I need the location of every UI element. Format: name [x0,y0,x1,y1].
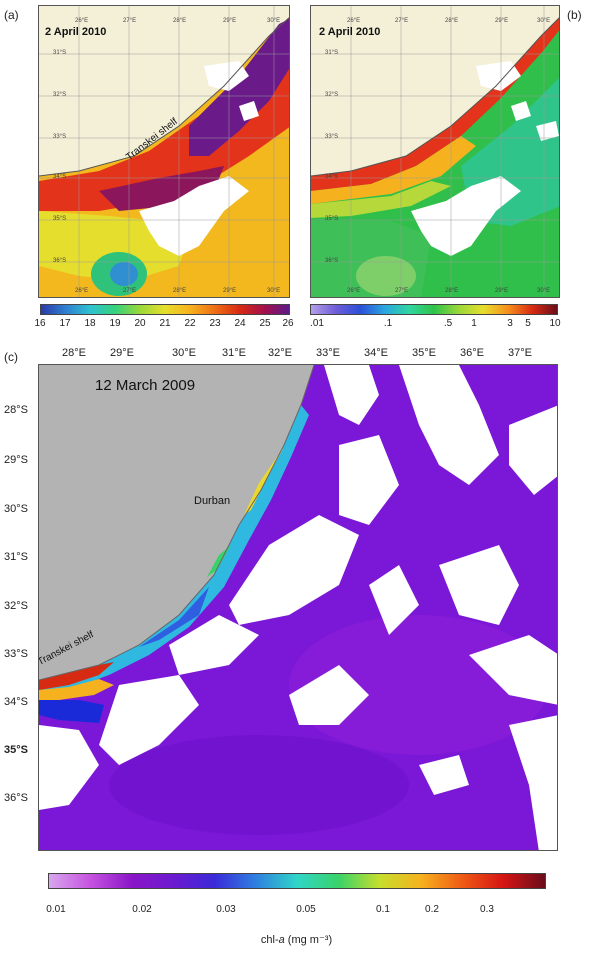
panel-a-colorbar-tick: 20 [134,318,146,329]
panel-c-lon-tick: 35°E [412,347,436,359]
panel-a-lat-tick: 31°S [53,50,67,56]
panel-a-letter: (a) [4,8,19,22]
panel-c-lat-tick: 31°S [4,551,28,563]
panel-b-colorbar-tick: .1 [383,318,393,329]
panel-b-colorbar [310,304,558,315]
panel-b-lon-tick-bottom: 27°E [395,288,409,294]
panel-a-lon-tick-bottom: 27°E [123,288,137,294]
panel-c-chl-map: 12 March 2009 Durban Transkei shelf [38,364,558,851]
panel-c-lon-tick: 36°E [460,347,484,359]
panel-a-colorbar-tick: 26 [282,318,294,329]
panel-c-colorbar-tick: 0.02 [132,904,152,915]
panel-c-colorbar-tick: 0.2 [425,904,439,915]
panel-a-lon-tick: 28°E [173,18,187,24]
panel-b-colorbar-tick: 10 [549,318,561,329]
panel-a-colorbar-tick: 18 [84,318,96,329]
panel-a-lat-tick: 34°S [53,174,67,180]
panel-a-lat-tick: 35°S [53,216,67,222]
panel-a-colorbar-tick: 17 [59,318,71,329]
panel-a-colorbar-tick: 21 [159,318,171,329]
panel-a-lon-tick-bottom: 30°E [267,288,281,294]
panel-b-colorbar-tick: 1 [471,318,477,329]
panel-b-lon-tick-bottom: 30°E [537,288,551,294]
panel-b-chl-map: 2 April 2010 26°E 27°E 28°E 29°E 30°E 26… [310,5,560,298]
panel-c-lat-tick: 29°S [4,454,28,466]
panel-a-lon-tick: 29°E [223,18,237,24]
panel-c-lat-tick: 35°S [4,744,28,756]
panel-c-colorbar-tick: 0.05 [296,904,316,915]
panel-a-colorbar-tick: 16 [34,318,46,329]
panel-c-lon-tick: 30°E [172,347,196,359]
panel-a-lon-tick-bottom: 28°E [173,288,187,294]
panel-c-lat-tick: 32°S [4,600,28,612]
durban-label: Durban [194,495,231,507]
panel-c-colorbar-tick: 0.3 [480,904,494,915]
panel-a-lon-tick-bottom: 29°E [223,288,237,294]
panel-a-colorbar-tick: 24 [234,318,246,329]
panel-c-lon-tick: 32°E [268,347,292,359]
panel-b-lat-tick: 31°S [325,50,339,56]
panel-c-lon-tick: 31°E [222,347,246,359]
panel-a-lat-tick: 33°S [53,134,67,140]
panel-b-letter: (b) [567,8,582,22]
panel-a-lat-tick: 32°S [53,92,67,98]
panel-a-date: 2 April 2010 [45,26,107,38]
panel-b-lat-tick: 33°S [325,134,339,140]
panel-b-lon-tick: 28°E [445,18,459,24]
panel-a-lon-tick: 27°E [123,18,137,24]
panel-b-lon-tick-bottom: 28°E [445,288,459,294]
panel-a-lon-tick: 26°E [75,18,89,24]
panel-c-date: 12 March 2009 [95,377,196,394]
panel-c-letter: (c) [4,350,18,364]
panel-c-colorbar-tick: 0.1 [376,904,390,915]
panel-a-lon-tick: 30°E [267,18,281,24]
panel-b-lon-tick: 26°E [347,18,361,24]
panel-a-colorbar-tick: 25 [259,318,271,329]
panel-c-lon-tick: 33°E [316,347,340,359]
panel-b-lat-tick: 36°S [325,258,339,264]
panel-c-lat-tick: 30°S [4,503,28,515]
panel-a-colorbar [40,304,290,315]
panel-b-lon-tick: 29°E [495,18,509,24]
panel-c-lat-tick: 34°S [4,696,28,708]
panel-a-sst-map: 2 April 2010 Transkei shelf 26°E 27°E 28… [38,5,290,298]
panel-b-lon-tick: 27°E [395,18,409,24]
panel-b-colorbar-tick: 5 [525,318,531,329]
panel-b-lon-tick: 30°E [537,18,551,24]
panel-b-lat-tick: 34°S [325,174,339,180]
panel-b-lat-tick: 32°S [325,92,339,98]
panel-b-colorbar-tick: .01 [310,318,324,329]
panel-c-lon-tick: 34°E [364,347,388,359]
panel-c-lon-tick: 28°E [62,347,86,359]
panel-a-lat-tick: 36°S [53,258,67,264]
panel-b-lon-tick-bottom: 29°E [495,288,509,294]
panel-c-lon-tick: 37°E [508,347,532,359]
panel-c-colorbar-title: chl-a (mg m⁻³) [260,934,333,946]
panel-a-colorbar-tick: 22 [184,318,196,329]
panel-b-lon-tick-bottom: 26°E [347,288,361,294]
panel-b-colorbar-tick: 3 [507,318,513,329]
panel-c-colorbar [48,873,546,889]
panel-c-lat-tick: 33°S [4,648,28,660]
panel-b-colorbar-tick: .5 [443,318,453,329]
panel-c-colorbar-tick: 0.01 [46,904,66,915]
panel-c-lat-tick: 28°S [4,404,28,416]
panel-b-date: 2 April 2010 [319,26,381,38]
panel-c-colorbar-tick: 0.03 [216,904,236,915]
panel-b-lat-tick: 35°S [325,216,339,222]
panel-c-lat-tick: 36°S [4,792,28,804]
panel-a-lon-tick-bottom: 26°E [75,288,89,294]
panel-a-colorbar-tick: 23 [209,318,221,329]
panel-c-lon-tick: 29°E [110,347,134,359]
panel-a-colorbar-tick: 19 [109,318,121,329]
